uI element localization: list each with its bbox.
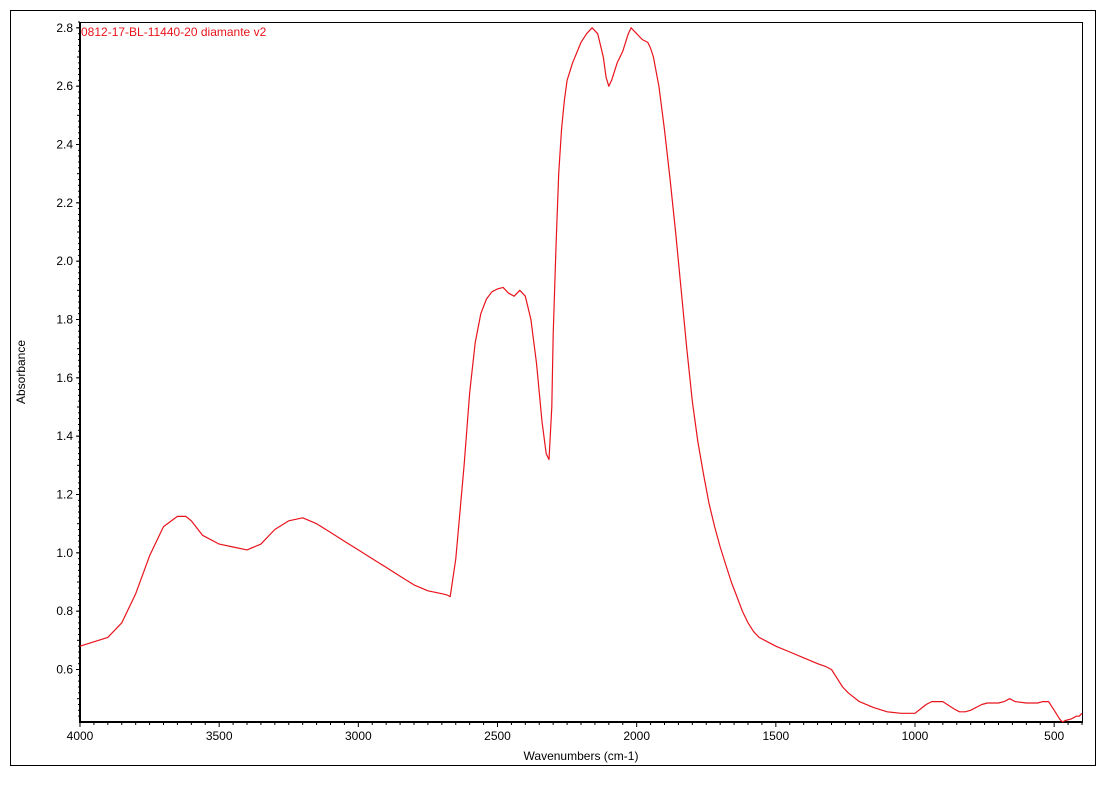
y-tick-label: 0.8 bbox=[56, 604, 73, 618]
y-tick-label: 1.0 bbox=[56, 546, 73, 560]
x-tick-label: 2000 bbox=[623, 729, 650, 743]
y-tick-label: 2.6 bbox=[56, 79, 73, 93]
spectrum-line bbox=[79, 27, 1083, 723]
y-tick-label: 0.6 bbox=[56, 663, 73, 677]
y-tick-label: 1.6 bbox=[56, 371, 73, 385]
x-tick-label: 1000 bbox=[902, 729, 929, 743]
y-tick-label: 1.4 bbox=[56, 429, 73, 443]
y-major-ticks: 0.6 0.8 1.0 1.2 1.4 1.6 1.8 2.0 2.2 2.4 2.6 2.8 bbox=[56, 21, 80, 677]
outer-border bbox=[10, 10, 1096, 766]
x-tick-label: 3000 bbox=[345, 729, 372, 743]
x-tick-label: 4000 bbox=[67, 729, 94, 743]
x-tick-label: 3500 bbox=[206, 729, 233, 743]
plot-frame bbox=[80, 22, 1083, 723]
y-axis-title: Absorbance bbox=[14, 340, 28, 404]
y-tick-label: 2.4 bbox=[56, 138, 73, 152]
y-tick-label: 1.2 bbox=[56, 488, 73, 502]
x-tick-label: 500 bbox=[1044, 729, 1064, 743]
y-tick-label: 1.8 bbox=[56, 313, 73, 327]
x-tick-label: 1500 bbox=[762, 729, 789, 743]
y-tick-label: 2.0 bbox=[56, 254, 73, 268]
x-major-ticks: 4000 3500 3000 2500 2000 1500 1000 500 bbox=[67, 722, 1064, 743]
series-label: 0812-17-BL-11440-20 diamante v2 bbox=[81, 25, 267, 39]
y-tick-label: 2.8 bbox=[56, 21, 73, 35]
spectrum-lines bbox=[79, 27, 1083, 723]
y-tick-label: 2.2 bbox=[56, 196, 73, 210]
x-minor-ticks bbox=[93, 722, 1083, 725]
x-axis-title: Wavenumbers (cm-1) bbox=[524, 749, 639, 763]
x-tick-label: 2500 bbox=[484, 729, 511, 743]
